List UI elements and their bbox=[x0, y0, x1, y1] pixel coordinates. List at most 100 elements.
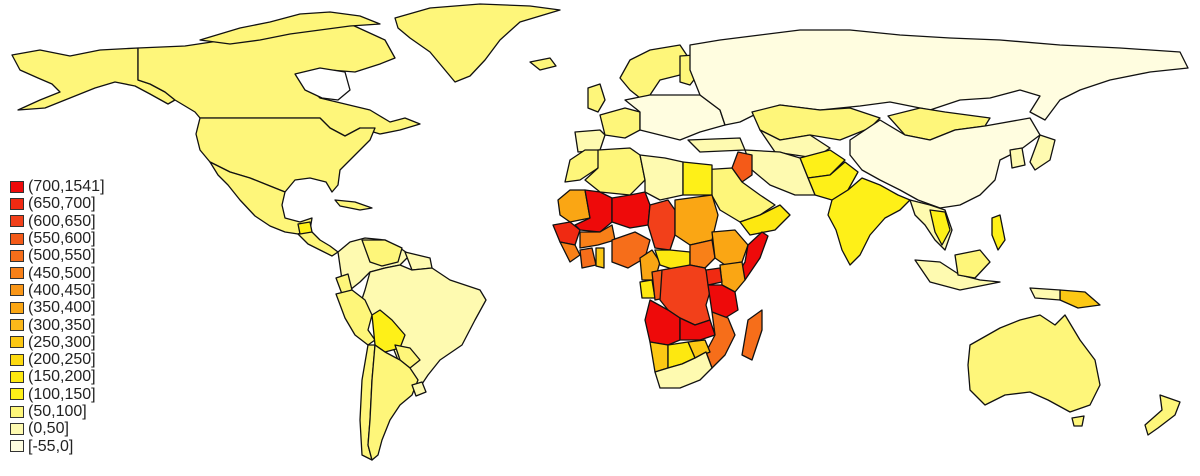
legend-swatch bbox=[10, 336, 24, 349]
region-ethiopia bbox=[711, 229, 749, 266]
region-laos-vietnam bbox=[929, 209, 951, 246]
region-japan bbox=[1029, 134, 1056, 171]
region-china bbox=[849, 117, 1041, 209]
legend-item: (450,500] bbox=[10, 264, 105, 282]
region-argentina bbox=[367, 344, 419, 461]
region-peru bbox=[335, 289, 376, 346]
legend-label: (350,400] bbox=[28, 299, 96, 317]
region-alaska bbox=[11, 47, 176, 111]
region-senegal-guinea bbox=[552, 221, 581, 246]
legend-label: (650,700] bbox=[28, 195, 96, 213]
legend-item: (500,550] bbox=[10, 247, 105, 264]
legend-item: (50,100] bbox=[10, 403, 105, 420]
legend-swatch bbox=[10, 353, 24, 366]
legend-swatch bbox=[10, 370, 24, 383]
region-pakistan bbox=[807, 161, 859, 201]
legend-swatch bbox=[10, 301, 24, 314]
legend-swatch bbox=[10, 197, 24, 210]
legend-swatch bbox=[10, 232, 24, 245]
region-uganda bbox=[705, 267, 723, 286]
legend-label: (500,550] bbox=[28, 247, 96, 265]
region-ivory-coast bbox=[579, 247, 597, 269]
region-south-sudan bbox=[689, 239, 716, 269]
region-chad bbox=[647, 199, 676, 251]
legend-swatch bbox=[10, 215, 24, 228]
legend-item: (200,250] bbox=[10, 351, 105, 368]
legend-swatch bbox=[10, 388, 24, 401]
region-papua-new-guinea bbox=[1059, 289, 1101, 309]
legend-label: (400,450] bbox=[28, 281, 96, 299]
region-france-west-europe bbox=[599, 107, 641, 139]
legend-swatch bbox=[10, 249, 24, 262]
region-guatemala bbox=[297, 221, 313, 235]
legend-item: (400,450] bbox=[10, 282, 105, 299]
legend-label: (600,650] bbox=[28, 212, 96, 230]
legend-item: (550,600] bbox=[10, 230, 105, 247]
region-iberia bbox=[574, 129, 606, 153]
legend-label: (100,150] bbox=[28, 385, 96, 403]
legend-swatch bbox=[10, 319, 24, 332]
region-venezuela bbox=[361, 239, 403, 267]
map-legend: (700,1541] (650,700] (600,650] (550,600]… bbox=[10, 178, 105, 455]
legend-item: (350,400] bbox=[10, 299, 105, 316]
region-borneo bbox=[954, 249, 991, 279]
region-canada-islands bbox=[199, 11, 381, 45]
region-uk bbox=[587, 83, 606, 113]
legend-item: [-55,0] bbox=[10, 437, 105, 455]
region-hudson-bay bbox=[294, 67, 351, 101]
region-namibia bbox=[649, 341, 669, 373]
region-new-guinea-west bbox=[1029, 287, 1061, 301]
region-greenland bbox=[394, 3, 561, 83]
region-iceland bbox=[529, 57, 557, 71]
region-yemen-oman bbox=[739, 204, 791, 236]
legend-item: (0,50] bbox=[10, 420, 105, 437]
legend-swatch bbox=[10, 284, 24, 297]
region-west-coast bbox=[559, 241, 581, 263]
region-cuba bbox=[334, 199, 373, 211]
legend-item: (300,350] bbox=[10, 316, 105, 334]
region-philippines bbox=[991, 214, 1006, 251]
region-korea bbox=[1009, 147, 1026, 169]
legend-swatch bbox=[10, 267, 24, 280]
legend-item: (100,150] bbox=[10, 386, 105, 403]
legend-swatch bbox=[10, 440, 24, 453]
legend-item: (600,650] bbox=[10, 213, 105, 230]
region-iran bbox=[744, 149, 816, 196]
region-central-europe bbox=[624, 94, 726, 141]
legend-swatch bbox=[10, 422, 24, 435]
region-madagascar bbox=[741, 309, 763, 361]
legend-swatch bbox=[10, 180, 24, 193]
legend-label: (200,250] bbox=[28, 351, 96, 369]
region-niger bbox=[611, 191, 651, 229]
region-south-africa bbox=[654, 351, 713, 389]
region-angola bbox=[644, 299, 681, 346]
region-turkey bbox=[687, 137, 746, 153]
legend-label: (150,200] bbox=[28, 368, 96, 386]
region-ghana bbox=[595, 247, 605, 269]
legend-item: (650,700] bbox=[10, 195, 105, 212]
region-new-zealand bbox=[1144, 394, 1181, 436]
legend-label: (250,300] bbox=[28, 333, 96, 351]
region-australia bbox=[967, 314, 1101, 413]
legend-label: [-55,0] bbox=[28, 437, 74, 455]
legend-label: (550,600] bbox=[28, 230, 96, 248]
region-malawi-mozambique bbox=[705, 311, 736, 369]
legend-label: (300,350] bbox=[28, 316, 96, 334]
region-guianas bbox=[404, 251, 433, 271]
legend-label: (450,500] bbox=[28, 264, 96, 282]
region-tasmania bbox=[1071, 415, 1085, 427]
region-paraguay bbox=[394, 344, 421, 369]
region-russia bbox=[689, 29, 1189, 126]
legend-item: (250,300] bbox=[10, 334, 105, 351]
legend-label: (0,50] bbox=[28, 420, 69, 438]
legend-swatch bbox=[10, 405, 24, 418]
region-egypt bbox=[682, 161, 713, 196]
legend-item: (150,200] bbox=[10, 368, 105, 385]
region-sudan bbox=[674, 194, 719, 246]
region-uruguay bbox=[411, 381, 427, 397]
region-india bbox=[827, 177, 911, 266]
legend-label: (700,1541] bbox=[28, 178, 105, 196]
legend-item: (700,1541] bbox=[10, 178, 105, 195]
region-saudi-arabia bbox=[699, 167, 776, 223]
